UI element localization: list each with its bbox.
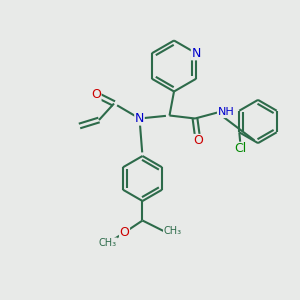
Text: Cl: Cl [235, 142, 247, 155]
Text: NH: NH [218, 107, 234, 118]
Text: O: O [193, 134, 203, 148]
Text: N: N [135, 112, 144, 125]
Text: CH₃: CH₃ [99, 238, 117, 248]
Text: CH₃: CH₃ [164, 226, 181, 236]
Text: O: O [120, 226, 129, 239]
Text: O: O [91, 88, 101, 101]
Text: N: N [191, 47, 201, 60]
